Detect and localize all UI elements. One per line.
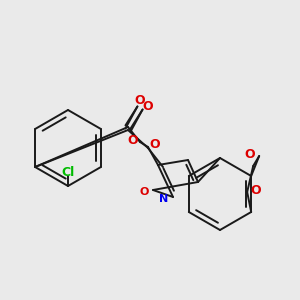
Text: N: N [159,194,169,204]
Text: O: O [245,148,256,161]
Text: O: O [128,134,138,148]
Text: Cl: Cl [61,166,75,178]
Text: O: O [143,100,153,113]
Text: O: O [139,187,149,197]
Text: O: O [135,94,145,106]
Text: O: O [150,139,160,152]
Text: O: O [251,184,262,197]
